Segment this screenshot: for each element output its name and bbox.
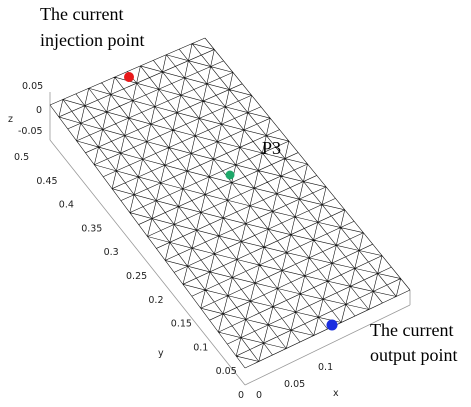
annotation: P3 xyxy=(262,138,281,158)
output-point xyxy=(326,319,338,331)
y-tick-label: 0.35 xyxy=(81,223,102,234)
y-tick-label: 0.2 xyxy=(148,295,163,306)
annotation: output point xyxy=(370,345,458,365)
ticks: 0.05 0 -0.05 0.5 0.45 0.4 0.35 0.3 0.25 0.2 0.15 0.… xyxy=(14,81,333,401)
y-tick-label: 0.1 xyxy=(193,342,208,353)
annotation: The current xyxy=(370,320,453,340)
z-tick-label: 0.05 xyxy=(22,81,43,92)
y-axis-line xyxy=(49,139,246,386)
y-tick-label: 0.15 xyxy=(171,319,192,330)
mesh xyxy=(49,37,411,369)
injection-point xyxy=(124,72,134,82)
y-tick-label: 0 xyxy=(238,390,244,401)
p3-point xyxy=(225,170,235,180)
x-tick-label: 0.05 xyxy=(284,379,305,390)
y-tick-label: 0.5 xyxy=(14,152,29,163)
x-tick-label: 0.1 xyxy=(318,362,333,373)
y-tick-label: 0.25 xyxy=(126,271,147,282)
x-label: x xyxy=(333,388,339,399)
z-label: z xyxy=(8,114,13,125)
y-tick-label: 0.05 xyxy=(216,366,237,377)
mesh-lines xyxy=(49,37,411,369)
y-tick-label: 0.45 xyxy=(36,176,57,187)
z-tick-label: 0 xyxy=(36,105,42,116)
z-tick-label: -0.05 xyxy=(18,126,43,137)
y-label: y xyxy=(158,348,164,359)
y-tick-label: 0.4 xyxy=(59,200,74,211)
x-axis-line xyxy=(244,304,411,386)
annotation: injection point xyxy=(40,30,144,50)
annotation: The current xyxy=(40,4,123,24)
x-tick-label: 0 xyxy=(256,390,262,401)
y-tick-label: 0.3 xyxy=(104,247,119,258)
